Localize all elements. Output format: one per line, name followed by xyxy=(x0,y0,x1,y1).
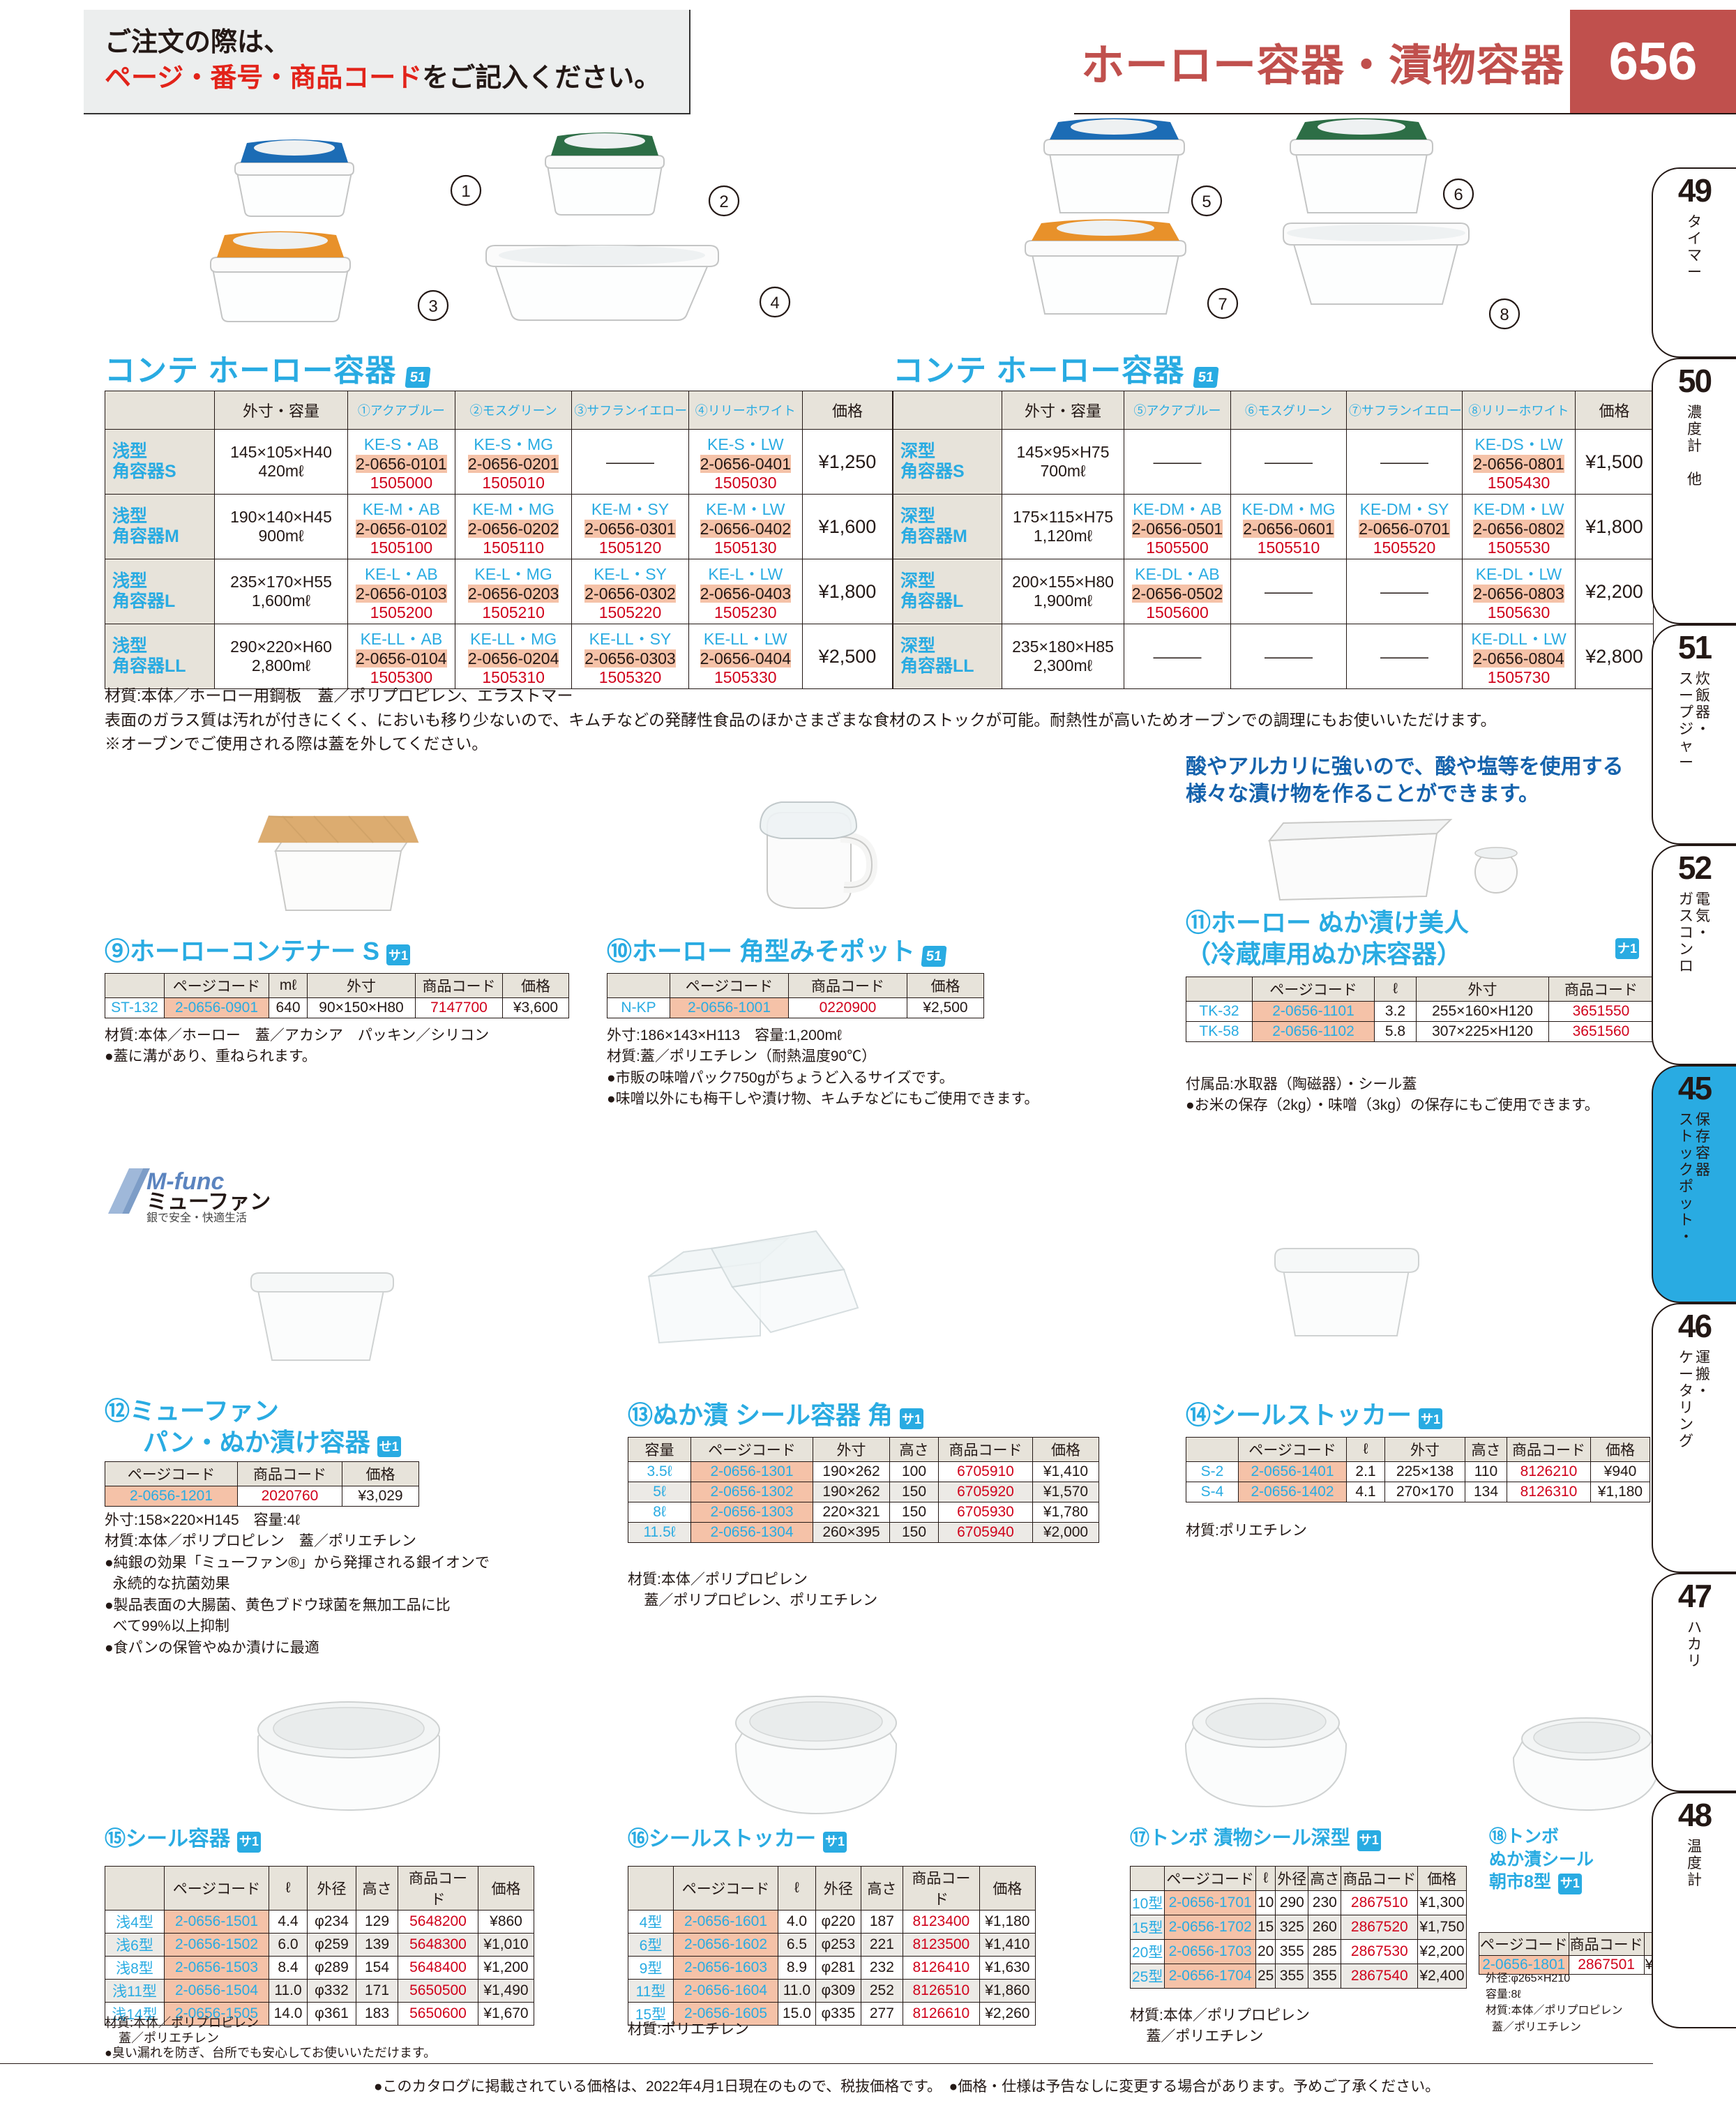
svg-text:1: 1 xyxy=(461,182,470,201)
svg-text:5: 5 xyxy=(1202,193,1211,211)
svg-text:銀で安全・快適生活: 銀で安全・快適生活 xyxy=(146,1212,247,1224)
svg-text:3: 3 xyxy=(428,297,437,316)
svg-text:7: 7 xyxy=(1218,295,1227,314)
svg-text:ミューファン: ミューファン xyxy=(146,1191,271,1214)
svg-text:8: 8 xyxy=(1500,306,1509,324)
svg-text:4: 4 xyxy=(770,294,779,312)
